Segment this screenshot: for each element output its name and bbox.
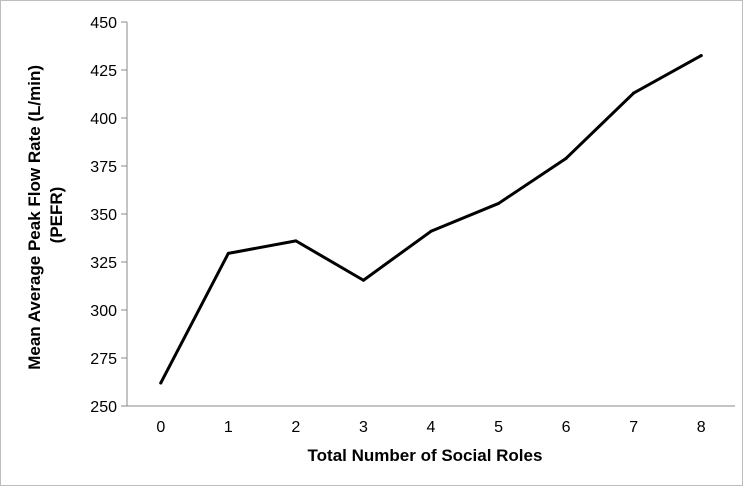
y-axis-title-line-2: (PEFR) (47, 187, 66, 244)
y-tick-label: 400 (90, 111, 117, 128)
x-tick-label: 4 (427, 419, 436, 436)
x-tick-label: 0 (156, 419, 165, 436)
y-tick-label: 450 (90, 15, 117, 32)
y-axis-title-line-1: Mean Average Peak Flow Rate (L/min) (25, 65, 44, 370)
x-tick-label: 3 (359, 419, 368, 436)
y-tick-label: 300 (90, 303, 117, 320)
series-line (159, 54, 703, 385)
x-tick-label: 6 (562, 419, 571, 436)
data-point (159, 381, 163, 385)
data-point (294, 239, 298, 243)
y-tick-label: 325 (90, 255, 117, 272)
y-tick-label: 250 (90, 399, 117, 416)
x-axis-title: Total Number of Social Roles (308, 446, 543, 465)
x-tick-label: 1 (224, 419, 233, 436)
series-group (159, 54, 703, 385)
y-tick-label: 375 (90, 159, 117, 176)
x-tick-label: 2 (291, 419, 300, 436)
data-point (226, 251, 230, 255)
y-axis: 250 275 300 325 350 375 400 425 450 (90, 15, 128, 416)
y-tick-label: 425 (90, 63, 117, 80)
y-tick-label: 275 (90, 351, 117, 368)
data-point (632, 91, 636, 95)
x-tick-label: 8 (697, 419, 706, 436)
y-tick-label: 350 (90, 207, 117, 224)
data-point (699, 54, 703, 58)
data-point (361, 278, 365, 282)
data-point (497, 201, 501, 205)
x-tick-label: 5 (494, 419, 503, 436)
data-point (564, 156, 568, 160)
y-axis-title: Mean Average Peak Flow Rate (L/min) (PEF… (25, 60, 66, 370)
x-tick-label: 7 (629, 419, 638, 436)
x-axis: 0 1 2 3 4 5 6 7 8 (127, 405, 735, 436)
data-point (429, 229, 433, 233)
